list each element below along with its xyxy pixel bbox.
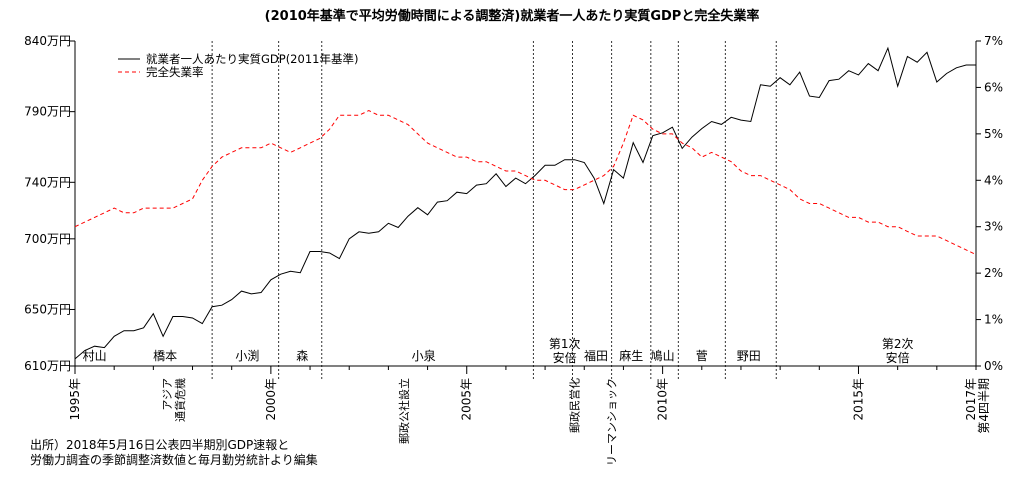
x-tick-label: 第4四半期 — [977, 378, 991, 434]
x-tick-label: 2005年 — [460, 378, 474, 421]
era-label: 小泉 — [412, 349, 436, 363]
era-label: 小渕 — [235, 349, 259, 363]
left-tick-label: 790万円 — [24, 105, 71, 119]
right-tick-label: 5% — [984, 127, 1003, 141]
event-label: アジア — [161, 378, 174, 411]
x-axis-labels: 1995年 2000年 2005年 2010年 2015年 2017年 第4四半期 アジア 通貨… — [68, 378, 991, 466]
era-label: 菅 — [696, 349, 708, 363]
era-label: 橋本 — [153, 349, 177, 363]
event-label: リーマンショック — [606, 378, 619, 466]
x-tick-label: 2010年 — [656, 378, 670, 421]
event-label: 郵政民営化 — [568, 378, 582, 433]
right-tick-label: 3% — [984, 220, 1003, 234]
right-tick-label: 7% — [984, 34, 1003, 48]
era-label: 第2次 — [882, 337, 914, 351]
left-tick-label: 650万円 — [24, 302, 71, 316]
era-label: 森 — [296, 348, 308, 363]
series-line-gdp — [74, 46, 976, 360]
x-tick-label: 1995年 — [68, 378, 82, 421]
legend-label-gdp: 就業者一人あたり実質GDP(2011年基準) — [146, 52, 358, 66]
legend: 就業者一人あたり実質GDP(2011年基準) 完全失業率 — [118, 52, 358, 79]
right-tick-label: 1% — [984, 313, 1003, 327]
era-label: 安倍 — [553, 350, 577, 365]
left-tick-label: 610万円 — [24, 359, 71, 373]
legend-label-unemployment: 完全失業率 — [146, 65, 204, 79]
era-label: 麻生 — [619, 348, 643, 363]
era-label: 野田 — [737, 349, 761, 363]
era-label: 村山 — [83, 349, 107, 363]
era-label: 福田 — [584, 348, 608, 363]
era-boundaries — [211, 41, 777, 380]
chart-title: (2010年基準で平均労働時間による調整済)就業者一人あたり実質GDPと完全失業… — [265, 8, 760, 24]
right-tick-label: 6% — [984, 80, 1003, 94]
era-label: 安倍 — [886, 350, 910, 365]
right-tick-label: 0% — [984, 359, 1003, 373]
left-tick-label: 700万円 — [24, 232, 71, 246]
series-layer — [74, 46, 977, 360]
axes: 610万円 650万円 700万円 740万円 790万円 840万円 0% 1% 2% 3% 4%… — [24, 34, 1003, 374]
left-tick-label: 740万円 — [24, 175, 71, 189]
era-label: 第1次 — [549, 337, 581, 351]
event-label: 郵政公社設立 — [397, 378, 411, 444]
series-line-unemployment — [74, 110, 977, 256]
era-label: 鳩山 — [651, 349, 675, 363]
x-tick-label: 2017年 — [964, 378, 978, 421]
source-line-1: 出所）2018年5月16日公表四半期別GDP速報と — [30, 438, 289, 452]
right-tick-label: 4% — [984, 173, 1003, 187]
x-tick-label: 2000年 — [264, 378, 278, 421]
left-tick-label: 840万円 — [24, 34, 71, 48]
x-tick-label: 2015年 — [852, 378, 866, 421]
source-line-2: 労働力調査の季節調整済数値と毎月勤労統計より編集 — [30, 452, 318, 467]
era-labels: 村山 橋本 小渕森小泉第1次安倍 福田 麻生 鳩山菅野田第2次安倍 — [83, 337, 914, 365]
right-tick-label: 2% — [984, 266, 1003, 280]
event-label: 通貨危機 — [173, 378, 187, 422]
